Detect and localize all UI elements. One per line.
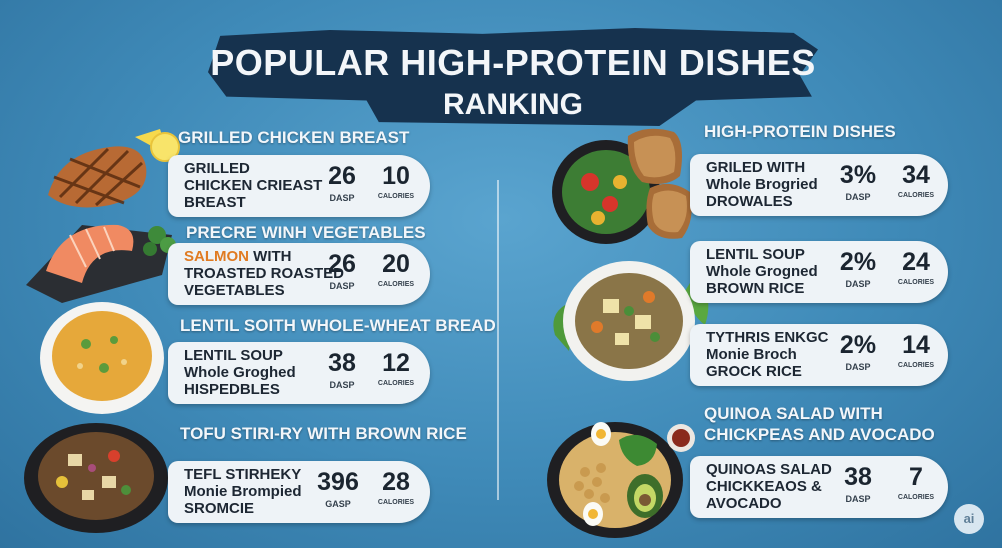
dish-line: LENTIL SOUP — [706, 246, 805, 263]
dish-line: Monie Brompied — [184, 483, 302, 500]
dish-line: GRILLED — [184, 160, 250, 177]
heading-quinoa-line1: QUINOA SALAD WITH — [704, 404, 883, 423]
dish-line: TROASTED ROASTED — [184, 265, 345, 282]
dish-line: VEGETABLES — [184, 282, 285, 299]
dish-line: GRILED WITH — [706, 159, 806, 176]
dish-line: Whole Grogned — [706, 263, 818, 280]
lentil-soup-icon — [40, 302, 164, 414]
protein-value: 3% — [839, 161, 877, 189]
dish-line: BROWN RICE — [706, 280, 805, 297]
protein-label: DASP — [845, 192, 871, 202]
calories-label: CALORIES — [897, 279, 935, 286]
protein-label: DASP — [329, 281, 355, 291]
calories-value: 12 — [382, 349, 410, 377]
calories-label: CALORIES — [377, 380, 415, 387]
heading-lentil-soup: LENTIL SOITH WHOLE-WHEAT BREAD — [180, 316, 496, 335]
calories-stat: 28 CALORIES — [370, 467, 422, 506]
dish-line: DROWALES — [706, 193, 793, 210]
dish-line: TEFL STIRHEKY — [184, 466, 302, 483]
protein-label: DASP — [329, 380, 355, 390]
protein-label: DASP — [845, 362, 871, 372]
dish-line: Monie Broch — [706, 346, 797, 363]
calories-stat: 14 CALORIES — [890, 330, 942, 369]
calories-value: 28 — [382, 468, 410, 496]
dish-line: AVOCADO — [706, 495, 782, 512]
calories-stat: 10 CALORIES — [370, 161, 422, 200]
heading-right-1: HIGH-PROTEIN DISHES — [704, 122, 896, 141]
protein-value: 396 — [317, 468, 359, 496]
calories-stat: 12 CALORIES — [370, 348, 422, 387]
heading-salmon: PRECRE WINH VEGETABLES — [186, 223, 426, 242]
dish-line: QUINOAS SALAD — [706, 461, 832, 478]
dish-card-grilled-chicken: GRILLED CHICKEN CRIEAST BREAST 26 DASP 1… — [168, 155, 430, 217]
dish-accent: SALMON — [184, 248, 249, 265]
protein-value: 2% — [839, 248, 877, 276]
dish-card-salmon: SALMON WITH TROASTED ROASTED VEGETABLES … — [168, 243, 430, 305]
calories-stat: 7 CALORIES — [890, 462, 942, 501]
column-divider — [497, 180, 499, 500]
quinoa-bowl-icon — [547, 422, 695, 538]
calories-value: 34 — [902, 161, 930, 189]
dish-card-right-3: TYTHRIS ENKGC Monie Broch GROCK RICE 2% … — [690, 324, 948, 386]
protein-value: 2% — [839, 331, 877, 359]
page-title: POPULAR HIGH-PROTEIN DISHES — [210, 42, 816, 83]
dish-card-tofu: TEFL STIRHEKY Monie Brompied SROMCIE 396… — [168, 461, 430, 523]
protein-label: GASP — [325, 499, 351, 509]
dish-line: LENTIL SOUP — [184, 347, 283, 364]
calories-stat: 20 CALORIES — [370, 249, 422, 288]
protein-value: 38 — [844, 463, 872, 491]
protein-label: DASP — [845, 279, 871, 289]
dish-line: SROMCIE — [184, 500, 255, 517]
protein-stat: 38 DASP — [832, 462, 884, 504]
protein-stat: 2% DASP — [832, 330, 884, 372]
calories-value: 20 — [382, 250, 410, 278]
calories-stat: 24 CALORIES — [890, 247, 942, 286]
protein-label: DASP — [845, 494, 871, 504]
dish-card-right-1: GRILED WITH Whole Brogried DROWALES 3% D… — [690, 154, 948, 216]
salmon-icon — [26, 224, 176, 303]
dish-line: TYTHRIS ENKGC — [706, 329, 829, 346]
heading-quinoa-line2: CHICKPEAS AND AVOCADO — [704, 425, 935, 444]
calories-label: CALORIES — [377, 281, 415, 288]
dish-line: HISPEDBLES — [184, 381, 280, 398]
calories-value: 10 — [382, 162, 410, 190]
heading-tofu: TOFU STIRI-RY WITH BROWN RICE — [180, 424, 467, 443]
protein-stat: 3% DASP — [832, 160, 884, 202]
dish-line: CHICKEN CRIEAST — [184, 177, 323, 194]
heading-grilled-chicken: GRILLED CHICKEN BREAST — [178, 128, 410, 147]
protein-stat: 2% DASP — [832, 247, 884, 289]
calories-stat: 34 CALORIES — [890, 160, 942, 199]
tofu-stir-fry-icon — [24, 423, 168, 533]
calories-value: 7 — [909, 463, 923, 491]
dish-line: BREAST — [184, 194, 246, 211]
protein-stat: 26 DASP — [316, 161, 368, 203]
dish-line: WITH — [253, 248, 292, 265]
calories-label: CALORIES — [377, 193, 415, 200]
calories-label: CALORIES — [897, 192, 935, 199]
calories-value: 14 — [902, 331, 930, 359]
protein-stat: 26 DASP — [316, 249, 368, 291]
calories-value: 24 — [902, 248, 930, 276]
grilled-chicken-icon — [48, 129, 180, 208]
calories-label: CALORIES — [897, 494, 935, 501]
dish-card-quinoa: QUINOAS SALAD CHICKKEAOS & AVOCADO 38 DA… — [690, 456, 948, 518]
protein-value: 38 — [328, 349, 356, 377]
protein-stat: 396 GASP — [312, 467, 364, 509]
calories-label: CALORIES — [897, 362, 935, 369]
dish-line: Whole Groghed — [184, 364, 296, 381]
dish-card-right-2: LENTIL SOUP Whole Grogned BROWN RICE 2% … — [690, 241, 948, 303]
protein-value: 26 — [328, 162, 356, 190]
dish-line: CHICKKEAOS & — [706, 478, 822, 495]
protein-stat: 38 DASP — [316, 348, 368, 390]
calories-label: CALORIES — [377, 499, 415, 506]
dish-card-lentil-soup: LENTIL SOUP Whole Groghed HISPEDBLES 38 … — [168, 342, 430, 404]
salad-bread-icon — [552, 128, 692, 244]
ai-badge: ai — [954, 504, 984, 534]
dish-line: Whole Brogried — [706, 176, 818, 193]
dish-line: GROCK RICE — [706, 363, 802, 380]
page-subtitle: RANKING — [443, 88, 583, 121]
protein-label: DASP — [329, 193, 355, 203]
protein-value: 26 — [328, 250, 356, 278]
